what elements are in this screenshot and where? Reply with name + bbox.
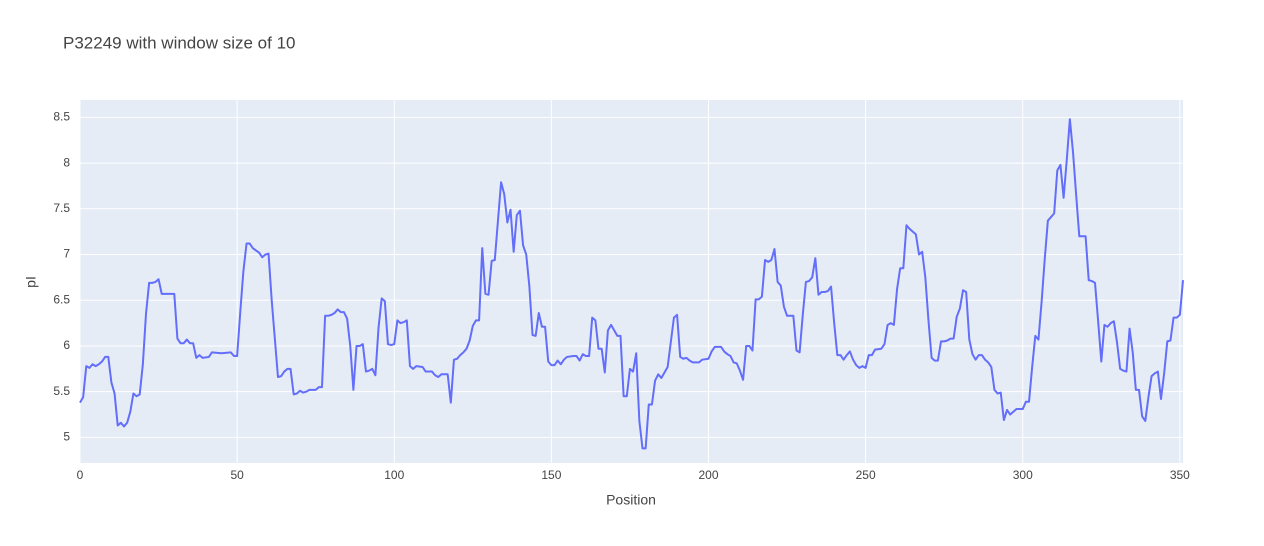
chart-title: P32249 with window size of 10 bbox=[63, 33, 295, 52]
y-tick-label: 7.5 bbox=[53, 201, 70, 215]
x-tick-label: 200 bbox=[698, 468, 718, 482]
y-tick-label: 5.5 bbox=[53, 384, 70, 398]
y-tick-label: 6 bbox=[63, 338, 70, 352]
x-tick-label: 100 bbox=[384, 468, 404, 482]
x-tick-label: 0 bbox=[77, 468, 84, 482]
x-tick-label: 350 bbox=[1170, 468, 1190, 482]
y-tick-label: 6.5 bbox=[53, 292, 70, 306]
y-tick-label: 8.5 bbox=[53, 110, 70, 124]
y-axis-title: pI bbox=[23, 276, 39, 288]
x-tick-label: 250 bbox=[856, 468, 876, 482]
y-tick-label: 8 bbox=[63, 155, 70, 169]
x-axis-title: Position bbox=[606, 492, 656, 508]
grid bbox=[79, 100, 1183, 463]
data-line bbox=[79, 118, 1184, 450]
x-tick-label: 150 bbox=[541, 468, 561, 482]
y-tick-label: 5 bbox=[63, 430, 70, 444]
x-tick-label: 300 bbox=[1013, 468, 1033, 482]
x-tick-label: 50 bbox=[230, 468, 244, 482]
y-tick-label: 7 bbox=[63, 247, 70, 261]
plot-area bbox=[80, 100, 1183, 463]
